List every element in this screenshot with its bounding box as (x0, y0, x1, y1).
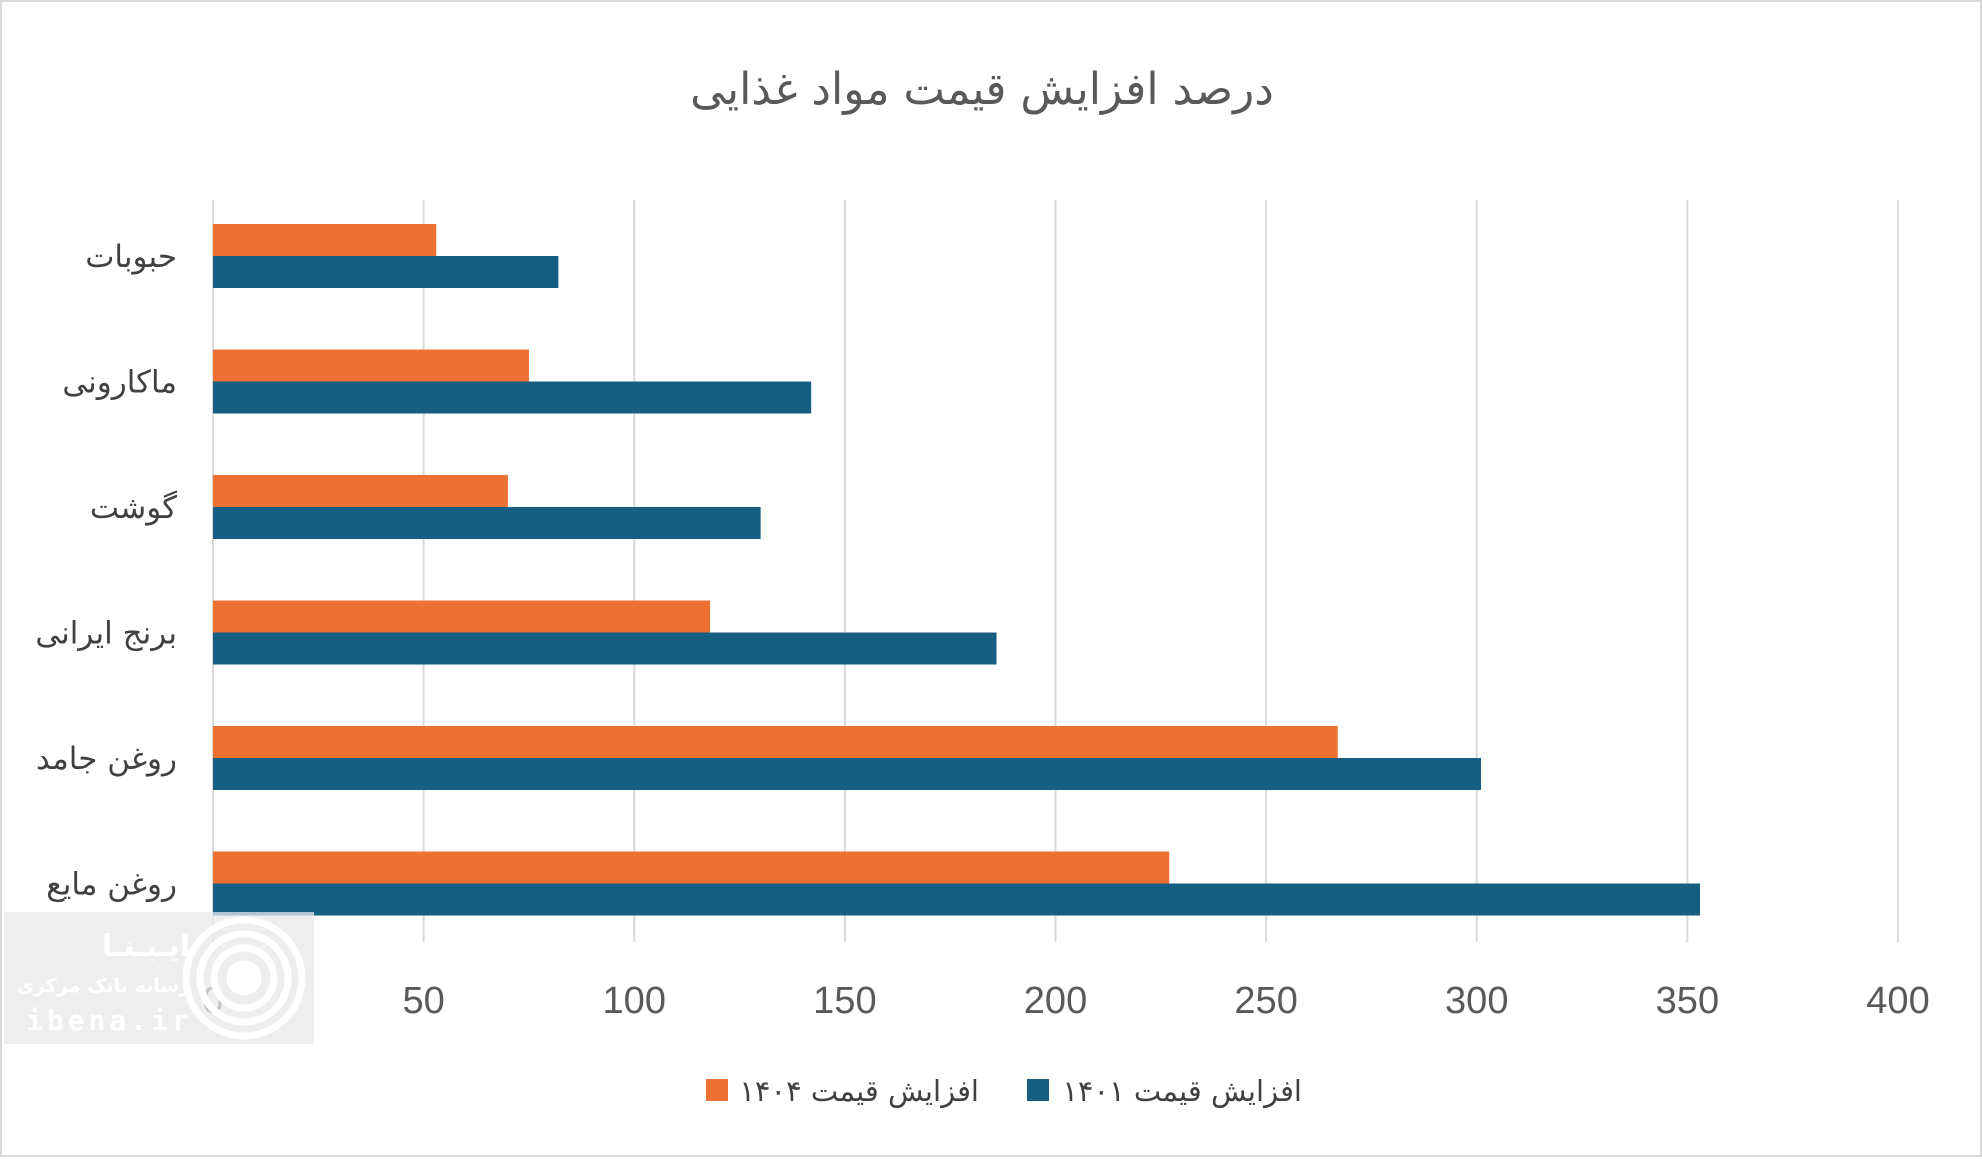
bar-series-2 (213, 883, 1701, 916)
ibena-watermark: ایـبـنـا رسانه بانک مرکزی ibena.ir (4, 912, 314, 1044)
bar-series-2 (213, 632, 997, 665)
watermark-brand: ایـبـنـا (102, 929, 190, 964)
legend-swatch (1027, 1079, 1049, 1101)
x-tick-label: 200 (1024, 980, 1087, 1022)
bar-series-2 (213, 256, 559, 288)
category-label: برنج ایرانی (35, 616, 177, 652)
legend-swatch (706, 1079, 728, 1101)
ibena-logo-icon: ایـبـنـا رسانه بانک مرکزی ibena.ir (4, 912, 314, 1044)
bar-series-2 (213, 507, 761, 539)
category-label: حبوبات (85, 239, 177, 275)
x-tick-label: 50 (402, 980, 444, 1022)
grid-lines (212, 200, 1899, 942)
bar-series-2 (213, 381, 812, 414)
chart-title: درصد افزایش قیمت مواد غذایی (690, 64, 1274, 115)
legend: افزایش قیمت ۱۴۰۱ افزایش قیمت ۱۴۰۴ (706, 1074, 1302, 1109)
x-tick-label: 100 (603, 980, 666, 1022)
watermark-tagline: رسانه بانک مرکزی (17, 975, 190, 997)
category-label: روغن جامد (36, 741, 177, 777)
x-tick-label: 300 (1445, 980, 1508, 1022)
bar-series-2 (213, 758, 1481, 790)
bar-series-1 (213, 600, 711, 633)
category-labels: حبوبات ماکارونی گوشت برنج ایرانی روغن جامد رو… (35, 239, 177, 903)
bar-series-1 (213, 475, 508, 507)
category-label: گوشت (90, 490, 177, 526)
x-tick-label: 150 (813, 980, 876, 1022)
x-axis-tick-labels: 050100150200250300350400 (202, 980, 1929, 1022)
legend-label: افزایش قیمت ۱۴۰۱ (1062, 1074, 1302, 1109)
category-label: ماکارونی (62, 365, 177, 401)
bar-series-1 (213, 726, 1338, 758)
bar-series-1 (213, 224, 437, 256)
bar-series-1 (213, 349, 529, 382)
bars (213, 224, 1701, 916)
x-tick-label: 400 (1866, 980, 1929, 1022)
watermark-site: ibena.ir (26, 1004, 193, 1037)
x-tick-label: 350 (1656, 980, 1719, 1022)
bar-series-1 (213, 851, 1170, 884)
x-tick-label: 250 (1234, 980, 1297, 1022)
category-label: روغن مایع (46, 867, 177, 903)
legend-label: افزایش قیمت ۱۴۰۴ (739, 1074, 979, 1109)
